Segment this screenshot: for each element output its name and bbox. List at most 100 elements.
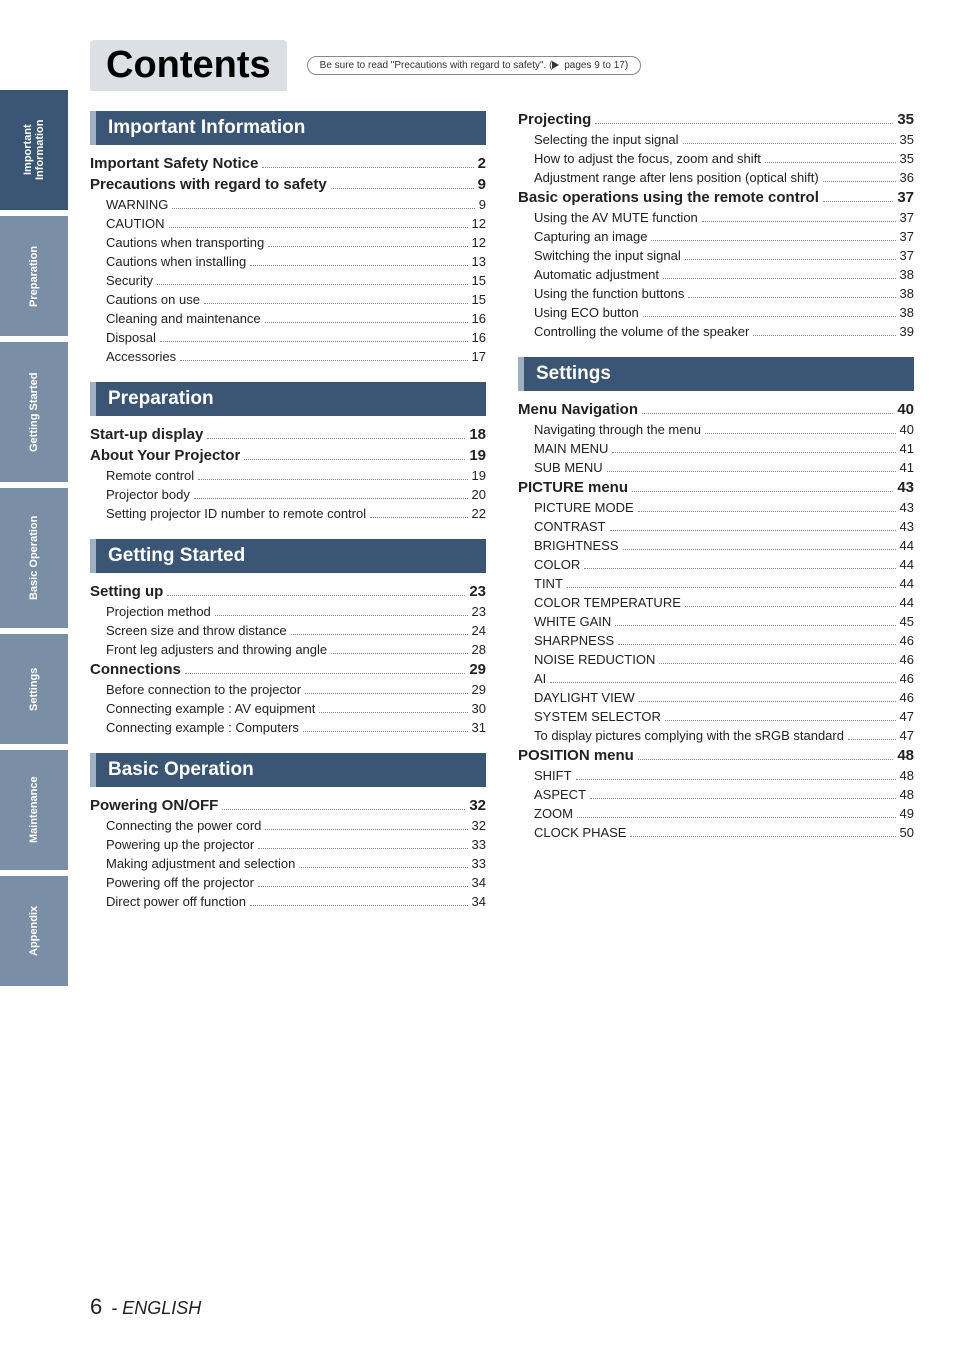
sidebar-tab[interactable]: Appendix xyxy=(0,876,68,986)
toc-row[interactable]: Cleaning and maintenance16 xyxy=(90,311,486,326)
toc-row[interactable]: Capturing an image37 xyxy=(518,229,914,244)
toc-row[interactable]: POSITION menu48 xyxy=(518,747,914,764)
sidebar-tab[interactable]: Important Information xyxy=(0,90,68,210)
toc-page: 37 xyxy=(900,248,914,263)
toc-row[interactable]: TINT44 xyxy=(518,576,914,591)
toc-row[interactable]: CAUTION12 xyxy=(90,216,486,231)
toc-row[interactable]: Connections29 xyxy=(90,661,486,678)
toc-row[interactable]: About Your Projector19 xyxy=(90,447,486,464)
toc-row[interactable]: COLOR TEMPERATURE44 xyxy=(518,595,914,610)
toc-page: 41 xyxy=(900,460,914,475)
toc-row[interactable]: COLOR44 xyxy=(518,557,914,572)
toc-label: Remote control xyxy=(106,468,194,483)
sidebar-tab[interactable]: Preparation xyxy=(0,216,68,336)
toc-row[interactable]: Automatic adjustment38 xyxy=(518,267,914,282)
toc-row[interactable]: SHIFT48 xyxy=(518,768,914,783)
toc-page: 36 xyxy=(900,170,914,185)
toc-row[interactable]: Setting projector ID number to remote co… xyxy=(90,506,486,521)
toc-row[interactable]: CONTRAST43 xyxy=(518,519,914,534)
toc-page: 35 xyxy=(897,111,914,128)
toc-row[interactable]: Using ECO button38 xyxy=(518,305,914,320)
toc-row[interactable]: CLOCK PHASE50 xyxy=(518,825,914,840)
toc-row[interactable]: Accessories17 xyxy=(90,349,486,364)
toc-page: 46 xyxy=(900,633,914,648)
toc-row[interactable]: Powering ON/OFF32 xyxy=(90,797,486,814)
sidebar-tab[interactable]: Maintenance xyxy=(0,750,68,870)
toc-row[interactable]: Important Safety Notice2 xyxy=(90,155,486,172)
toc-row[interactable]: AI46 xyxy=(518,671,914,686)
toc-row[interactable]: Switching the input signal37 xyxy=(518,248,914,263)
toc-leader xyxy=(607,471,896,472)
toc-row[interactable]: Cautions when installing13 xyxy=(90,254,486,269)
toc-row[interactable]: Adjustment range after lens position (op… xyxy=(518,170,914,185)
toc-row[interactable]: Connecting example : AV equipment30 xyxy=(90,701,486,716)
toc-row[interactable]: PICTURE menu43 xyxy=(518,479,914,496)
toc-row[interactable]: Basic operations using the remote contro… xyxy=(518,189,914,206)
toc-row[interactable]: Connecting the power cord32 xyxy=(90,818,486,833)
toc-row[interactable]: Direct power off function34 xyxy=(90,894,486,909)
toc-row[interactable]: Navigating through the menu40 xyxy=(518,422,914,437)
toc-row[interactable]: PICTURE MODE43 xyxy=(518,500,914,515)
toc-page: 24 xyxy=(472,623,486,638)
toc-label: Adjustment range after lens position (op… xyxy=(534,170,819,185)
toc-row[interactable]: WARNING9 xyxy=(90,197,486,212)
toc-page: 33 xyxy=(472,837,486,852)
toc-label: PICTURE MODE xyxy=(534,500,634,515)
toc-leader xyxy=(683,143,896,144)
toc-leader xyxy=(651,240,895,241)
toc-row[interactable]: Remote control19 xyxy=(90,468,486,483)
toc-row[interactable]: Projector body20 xyxy=(90,487,486,502)
toc-row[interactable]: How to adjust the focus, zoom and shift3… xyxy=(518,151,914,166)
toc-row[interactable]: To display pictures complying with the s… xyxy=(518,728,914,743)
toc-row[interactable]: Using the function buttons38 xyxy=(518,286,914,301)
toc-row[interactable]: SHARPNESS46 xyxy=(518,633,914,648)
toc-row[interactable]: SYSTEM SELECTOR47 xyxy=(518,709,914,724)
toc-leader xyxy=(577,817,896,818)
toc-page: 37 xyxy=(900,210,914,225)
toc-row[interactable]: Before connection to the projector29 xyxy=(90,682,486,697)
toc-page: 22 xyxy=(472,506,486,521)
toc-row[interactable]: ZOOM49 xyxy=(518,806,914,821)
toc-page: 32 xyxy=(469,797,486,814)
toc-row[interactable]: Using the AV MUTE function37 xyxy=(518,210,914,225)
toc-leader xyxy=(319,712,467,713)
toc-leader xyxy=(638,759,893,760)
toc-label: Cautions when installing xyxy=(106,254,246,269)
toc-label: Setting up xyxy=(90,583,163,600)
toc-row[interactable]: Cautions on use15 xyxy=(90,292,486,307)
toc-row[interactable]: Precautions with regard to safety9 xyxy=(90,176,486,193)
toc-row[interactable]: BRIGHTNESS44 xyxy=(518,538,914,553)
toc-row[interactable]: ASPECT48 xyxy=(518,787,914,802)
toc-leader xyxy=(623,549,896,550)
sidebar-tab[interactable]: Basic Operation xyxy=(0,488,68,628)
toc-row[interactable]: Powering up the projector33 xyxy=(90,837,486,852)
toc-leader xyxy=(305,693,467,694)
toc-row[interactable]: Screen size and throw distance24 xyxy=(90,623,486,638)
toc-row[interactable]: Start-up display18 xyxy=(90,426,486,443)
toc-row[interactable]: Projecting35 xyxy=(518,111,914,128)
toc-row[interactable]: Security15 xyxy=(90,273,486,288)
toc-row[interactable]: Projection method23 xyxy=(90,604,486,619)
toc-row[interactable]: Cautions when transporting12 xyxy=(90,235,486,250)
toc-page: 47 xyxy=(900,728,914,743)
toc-row[interactable]: MAIN MENU41 xyxy=(518,441,914,456)
toc-row[interactable]: Disposal16 xyxy=(90,330,486,345)
toc-row[interactable]: Selecting the input signal35 xyxy=(518,132,914,147)
toc-row[interactable]: Powering off the projector34 xyxy=(90,875,486,890)
toc-page: 46 xyxy=(900,690,914,705)
toc-row[interactable]: Front leg adjusters and throwing angle28 xyxy=(90,642,486,657)
toc-row[interactable]: NOISE REDUCTION46 xyxy=(518,652,914,667)
toc-label: Projection method xyxy=(106,604,211,619)
toc-row[interactable]: WHITE GAIN45 xyxy=(518,614,914,629)
sidebar-tab[interactable]: Getting Started xyxy=(0,342,68,482)
toc-row[interactable]: Connecting example : Computers31 xyxy=(90,720,486,735)
toc-page: 16 xyxy=(472,311,486,326)
toc-row[interactable]: Setting up23 xyxy=(90,583,486,600)
toc-row[interactable]: Making adjustment and selection33 xyxy=(90,856,486,871)
section-heading: Preparation xyxy=(90,382,486,416)
toc-row[interactable]: SUB MENU41 xyxy=(518,460,914,475)
toc-row[interactable]: Controlling the volume of the speaker39 xyxy=(518,324,914,339)
toc-row[interactable]: DAYLIGHT VIEW46 xyxy=(518,690,914,705)
sidebar-tab[interactable]: Settings xyxy=(0,634,68,744)
toc-row[interactable]: Menu Navigation40 xyxy=(518,401,914,418)
